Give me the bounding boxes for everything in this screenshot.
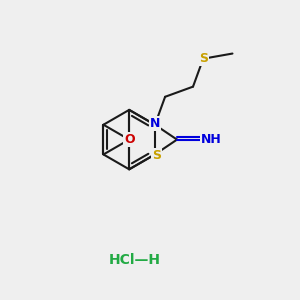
Text: HCl—H: HCl—H [109,253,161,267]
Text: O: O [124,133,134,146]
Text: S: S [152,149,161,162]
Text: N: N [150,117,160,130]
Text: O: O [124,133,134,146]
Text: S: S [199,52,208,65]
Text: NH: NH [200,133,221,146]
